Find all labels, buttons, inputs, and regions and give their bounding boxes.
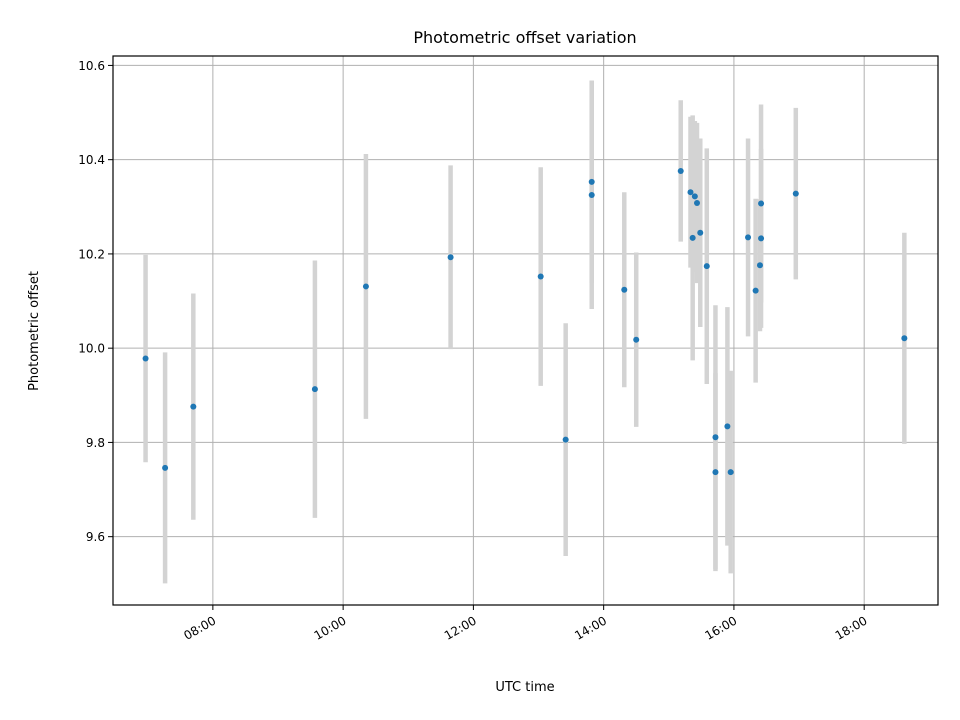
x-tick-label: 10:00: [312, 613, 349, 642]
data-point: [633, 336, 640, 343]
data-point: [621, 286, 628, 293]
data-point: [162, 464, 169, 471]
data-point: [792, 190, 799, 197]
chart-title: Photometric offset variation: [413, 28, 636, 47]
data-point: [758, 200, 765, 207]
data-point: [562, 436, 569, 443]
data-point: [703, 263, 710, 270]
y-axis-label: Photometric offset: [27, 271, 42, 391]
data-point: [362, 283, 369, 290]
y-tick-label: 9.6: [86, 530, 105, 544]
data-point: [311, 386, 318, 393]
data-point: [727, 469, 734, 476]
y-tick-label: 10.6: [78, 59, 105, 73]
x-tick-label: 14:00: [572, 613, 609, 642]
plot-frame: [112, 55, 939, 606]
grid: [113, 56, 938, 605]
data-point: [901, 335, 908, 342]
data-point: [712, 469, 719, 476]
data-point: [712, 434, 719, 441]
data-point: [758, 235, 765, 242]
data-point: [687, 189, 694, 196]
data-point: [142, 355, 149, 362]
data-point: [694, 200, 701, 207]
data-point: [588, 178, 595, 185]
data-point: [752, 287, 759, 294]
data-point: [691, 193, 698, 200]
data-point: [190, 403, 197, 410]
x-axis-ticks: 08:00 10:00 12:00 14:00 16:00 18:00: [181, 605, 870, 643]
data-point: [588, 192, 595, 199]
data-point: [724, 423, 731, 430]
y-tick-label: 10.2: [78, 247, 105, 261]
x-tick-label: 08:00: [181, 613, 218, 642]
error-bars: [143, 80, 907, 584]
data-point: [697, 229, 704, 236]
y-tick-label: 9.8: [86, 436, 105, 450]
x-tick-label: 12:00: [442, 613, 479, 642]
data-point: [537, 273, 544, 280]
data-point: [447, 254, 454, 261]
data-point: [677, 167, 684, 174]
data-point: [756, 262, 763, 269]
data-point: [745, 234, 752, 241]
data-points: [142, 167, 908, 476]
x-axis-label: UTC time: [495, 680, 554, 695]
y-tick-label: 10.0: [78, 342, 105, 356]
data-point: [689, 234, 696, 241]
x-tick-label: 18:00: [833, 613, 870, 642]
y-axis-ticks: 9.6 9.8 10.0 10.2 10.4 10.6: [78, 59, 113, 544]
y-tick-label: 10.4: [78, 153, 105, 167]
x-tick-label: 16:00: [702, 613, 739, 642]
